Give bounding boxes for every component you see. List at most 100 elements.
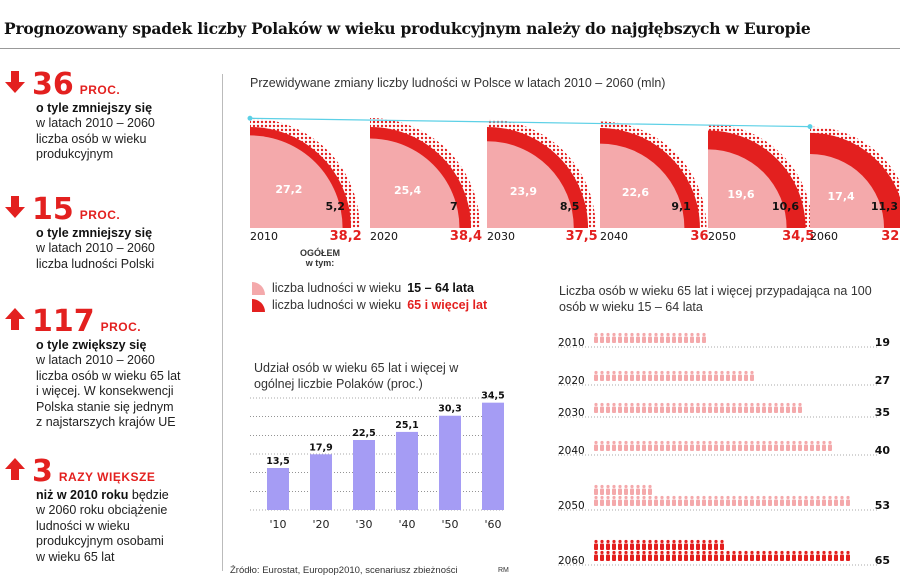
person-icon <box>642 550 646 555</box>
person-icon-body <box>702 374 706 381</box>
person-icon <box>810 550 814 555</box>
person-icon <box>594 440 598 445</box>
pie-year-label: 2030 <box>487 230 515 243</box>
person-icon-body <box>618 374 622 381</box>
stat-block: 3 RAZY WIĘKSZE niż w 2010 roku będzie w 206… <box>4 457 169 565</box>
bar-category-label: '10 <box>269 518 286 531</box>
person-icon-body <box>828 554 832 561</box>
person-icon <box>792 402 796 407</box>
person-icon-body <box>792 554 796 561</box>
person-icon-body <box>612 488 616 495</box>
person-icon <box>702 550 706 555</box>
person-icon-body <box>702 406 706 413</box>
person-icon <box>744 550 748 555</box>
person-icon-body <box>720 406 724 413</box>
person-icon-body <box>750 406 754 413</box>
person-icon-body <box>648 488 652 495</box>
person-icon <box>630 495 634 500</box>
person-icon <box>618 550 622 555</box>
person-icon <box>618 402 622 407</box>
person-icon-body <box>654 406 658 413</box>
person-icon <box>780 495 784 500</box>
person-icon <box>786 550 790 555</box>
person-icon <box>618 332 622 337</box>
person-icon-body <box>720 374 724 381</box>
person-icon <box>744 495 748 500</box>
person-icon <box>606 370 610 375</box>
person-icon <box>804 550 808 555</box>
bar-value-label: 34,5 <box>481 391 504 402</box>
person-icon-body <box>612 554 616 561</box>
person-icon <box>678 495 682 500</box>
person-icon <box>702 402 706 407</box>
person-icon <box>732 370 736 375</box>
person-icon <box>696 370 700 375</box>
person-icon-body <box>642 406 646 413</box>
author-initials: RM <box>498 567 509 574</box>
person-icon-body <box>666 444 670 451</box>
pictogram-value: 19 <box>875 336 890 349</box>
person-icon <box>630 332 634 337</box>
person-icon <box>714 550 718 555</box>
person-icon-body <box>672 543 676 550</box>
person-icon-body <box>666 374 670 381</box>
person-icon <box>606 332 610 337</box>
person-icon <box>642 370 646 375</box>
arrow-up-icon <box>5 458 25 480</box>
person-icon-body <box>612 499 616 506</box>
pictogram-year-label: 2020 <box>558 375 585 387</box>
person-icon <box>690 550 694 555</box>
person-icon <box>720 495 724 500</box>
person-icon-body <box>690 374 694 381</box>
person-icon-body <box>762 499 766 506</box>
person-icon-body <box>816 444 820 451</box>
legend-item-65plus: liczba ludności w wieku 65 i więcej lat <box>250 297 487 313</box>
person-icon-body <box>600 554 604 561</box>
pictogram-row-2030: 2030 35 <box>558 402 890 419</box>
pie-year-label: 2010 <box>250 230 278 243</box>
person-icon-body <box>744 554 748 561</box>
person-icon <box>774 440 778 445</box>
person-icon <box>654 402 658 407</box>
person-icon <box>846 550 850 555</box>
person-icon-body <box>612 406 616 413</box>
person-icon-body <box>822 499 826 506</box>
person-icon <box>666 539 670 544</box>
person-icon <box>690 440 694 445</box>
person-icon <box>648 484 652 489</box>
person-icon <box>672 539 676 544</box>
person-icon <box>738 550 742 555</box>
person-icon <box>636 402 640 407</box>
person-icon <box>690 402 694 407</box>
legend-65plus-bold: 65 i więcej lat <box>407 298 488 312</box>
person-icon-body <box>798 554 802 561</box>
person-icon-body <box>654 499 658 506</box>
person-icon-body <box>600 543 604 550</box>
person-icon-body <box>684 336 688 343</box>
person-icon <box>696 550 700 555</box>
stat-lead: o tyle zmniejszy się <box>36 100 155 116</box>
person-icon-body <box>600 499 604 506</box>
pictogram-year-label: 2010 <box>558 337 585 349</box>
legend-item-15-64: liczba ludności w wieku 15 – 64 lata <box>250 280 474 296</box>
pie-total-label: 37,5 <box>565 229 598 244</box>
pie-65plus-label: 5,2 <box>325 200 345 213</box>
person-icon-body <box>702 444 706 451</box>
person-icon <box>648 539 652 544</box>
pie-year-label: 2060 <box>810 230 838 243</box>
person-icon-body <box>636 336 640 343</box>
person-icon <box>678 402 682 407</box>
person-icon-body <box>684 444 688 451</box>
person-icon <box>738 440 742 445</box>
person-icon <box>600 550 604 555</box>
pictogram-year-label: 2040 <box>558 445 585 457</box>
person-icon-body <box>750 374 754 381</box>
person-icon-body <box>708 554 712 561</box>
person-icon-body <box>696 543 700 550</box>
stat-description: w latach 2010 – 2060 liczba osób w wieku… <box>36 353 181 429</box>
arrow-up-icon <box>5 308 25 330</box>
person-icon-body <box>684 406 688 413</box>
person-icon <box>720 440 724 445</box>
person-icon <box>798 550 802 555</box>
person-icon-body <box>678 406 682 413</box>
